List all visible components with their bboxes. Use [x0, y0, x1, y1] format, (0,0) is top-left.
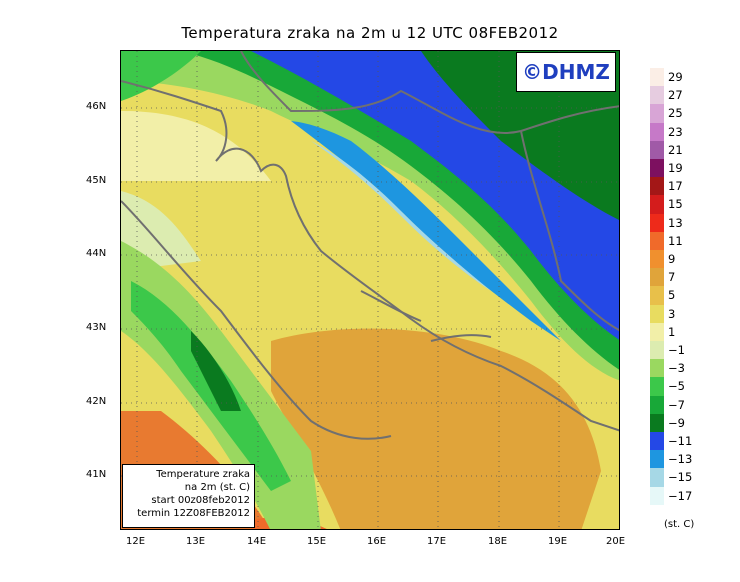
colorbar-label: 15 — [668, 197, 683, 212]
run-info-box: Temperature zraka na 2m (st. C) start 00… — [122, 464, 255, 528]
colorbar-swatch — [650, 468, 664, 487]
colorbar-label: 17 — [668, 179, 683, 194]
italy-east-coast — [121, 200, 392, 440]
lon-label: 16E — [367, 536, 387, 547]
colorbar-label: 25 — [668, 106, 683, 121]
graticule — [121, 51, 619, 529]
colorbar-label: 11 — [668, 233, 683, 248]
northern-border — [240, 51, 619, 134]
colorbar-label: 5 — [668, 288, 676, 303]
colorbar-label: −17 — [668, 488, 693, 503]
bosnia-border — [520, 130, 619, 332]
colorbar-swatch — [650, 486, 664, 505]
lat-label: 42N — [86, 396, 107, 407]
colorbar-label: −9 — [668, 415, 685, 430]
lon-label: 15E — [307, 536, 327, 547]
lon-label: 20E — [606, 536, 626, 547]
colorbar-label: −11 — [668, 434, 693, 448]
field-3-5-north — [121, 111, 271, 181]
colorbar-swatch — [650, 341, 664, 360]
colorbar-swatch — [650, 322, 664, 341]
colorbar-label: −15 — [668, 470, 693, 485]
lat-label: 43N — [86, 322, 107, 333]
colorbar-label: 21 — [668, 142, 683, 157]
info-line-2: na 2m (st. C) — [184, 482, 250, 493]
colorbar-swatch — [650, 450, 664, 469]
colorbar-label: −5 — [668, 379, 685, 394]
colorbar-swatch — [650, 286, 664, 305]
info-line-3: start 00z08feb2012 — [151, 495, 250, 506]
lon-label: 18E — [488, 536, 508, 547]
field-minus7-north — [421, 51, 619, 220]
colorbar-label: 19 — [668, 161, 683, 175]
colorbar-swatch — [650, 268, 664, 287]
info-line-4: termin 12Z08FEB2012 — [137, 508, 250, 519]
colorbar-swatch — [650, 86, 664, 105]
colorbar-swatch — [650, 177, 664, 196]
lat-label: 41N — [86, 469, 107, 480]
coastlines — [121, 51, 619, 440]
lon-label: 13E — [186, 536, 206, 547]
colorbar-units: (st. C) — [664, 519, 695, 530]
colorbar-label: 23 — [668, 124, 683, 139]
colorbar-swatch — [650, 413, 664, 432]
field-1-3-west — [121, 191, 201, 271]
colorbar-swatch — [650, 377, 664, 396]
lon-label: 12E — [126, 536, 146, 547]
colorbar-swatch — [650, 195, 664, 214]
colorbar-swatch — [650, 250, 664, 269]
colorbar-label: 3 — [668, 306, 676, 321]
colorbar-swatch — [650, 395, 664, 414]
field-7-9-south — [271, 328, 601, 529]
lon-label: 14E — [247, 536, 267, 547]
map-title: Temperatura zraka na 2m u 12 UTC 08FEB20… — [181, 24, 559, 42]
colorbar-swatch — [650, 140, 664, 159]
field-minus3-northwest — [121, 51, 201, 101]
colorbar-swatch — [650, 432, 664, 451]
colorbar-label: 7 — [668, 270, 676, 285]
colorbar-swatch — [650, 213, 664, 232]
colorbar-swatch — [650, 122, 664, 141]
colorbar-label: 13 — [668, 215, 683, 230]
lon-label: 17E — [427, 536, 447, 547]
colorbar-label: 9 — [668, 252, 676, 266]
colorbar-swatch — [650, 304, 664, 323]
lat-label: 44N — [86, 248, 107, 259]
colorbar-swatch — [650, 359, 664, 378]
dhmz-logo: ©DHMZ — [516, 52, 616, 92]
colorbar-swatch — [650, 104, 664, 123]
lat-label: 46N — [86, 101, 107, 112]
island-hvar — [430, 334, 492, 342]
colorbar-label: −7 — [668, 397, 685, 412]
colorbar-label: −3 — [668, 361, 685, 376]
colorbar-swatch — [650, 159, 664, 178]
field-minus13-band — [311, 141, 491, 291]
colorbar-label: −13 — [668, 452, 693, 467]
adriatic-east-coast — [121, 80, 619, 432]
colorbar-swatch — [650, 231, 664, 250]
lat-label: 45N — [86, 175, 107, 186]
info-line-1: Temperature zraka — [156, 469, 250, 480]
colorbar-label: −1 — [668, 343, 685, 357]
lon-label: 19E — [548, 536, 568, 547]
colorbar-label: 27 — [668, 88, 683, 103]
field-minus7-italy — [191, 331, 241, 411]
island-brac — [360, 290, 422, 322]
colorbar-label: 1 — [668, 324, 676, 339]
colorbar-swatch — [650, 68, 664, 87]
temperature-map — [120, 50, 620, 530]
field-minus11-band — [291, 121, 561, 341]
colorbar-label: 29 — [668, 70, 683, 84]
temperature-field — [121, 51, 619, 529]
